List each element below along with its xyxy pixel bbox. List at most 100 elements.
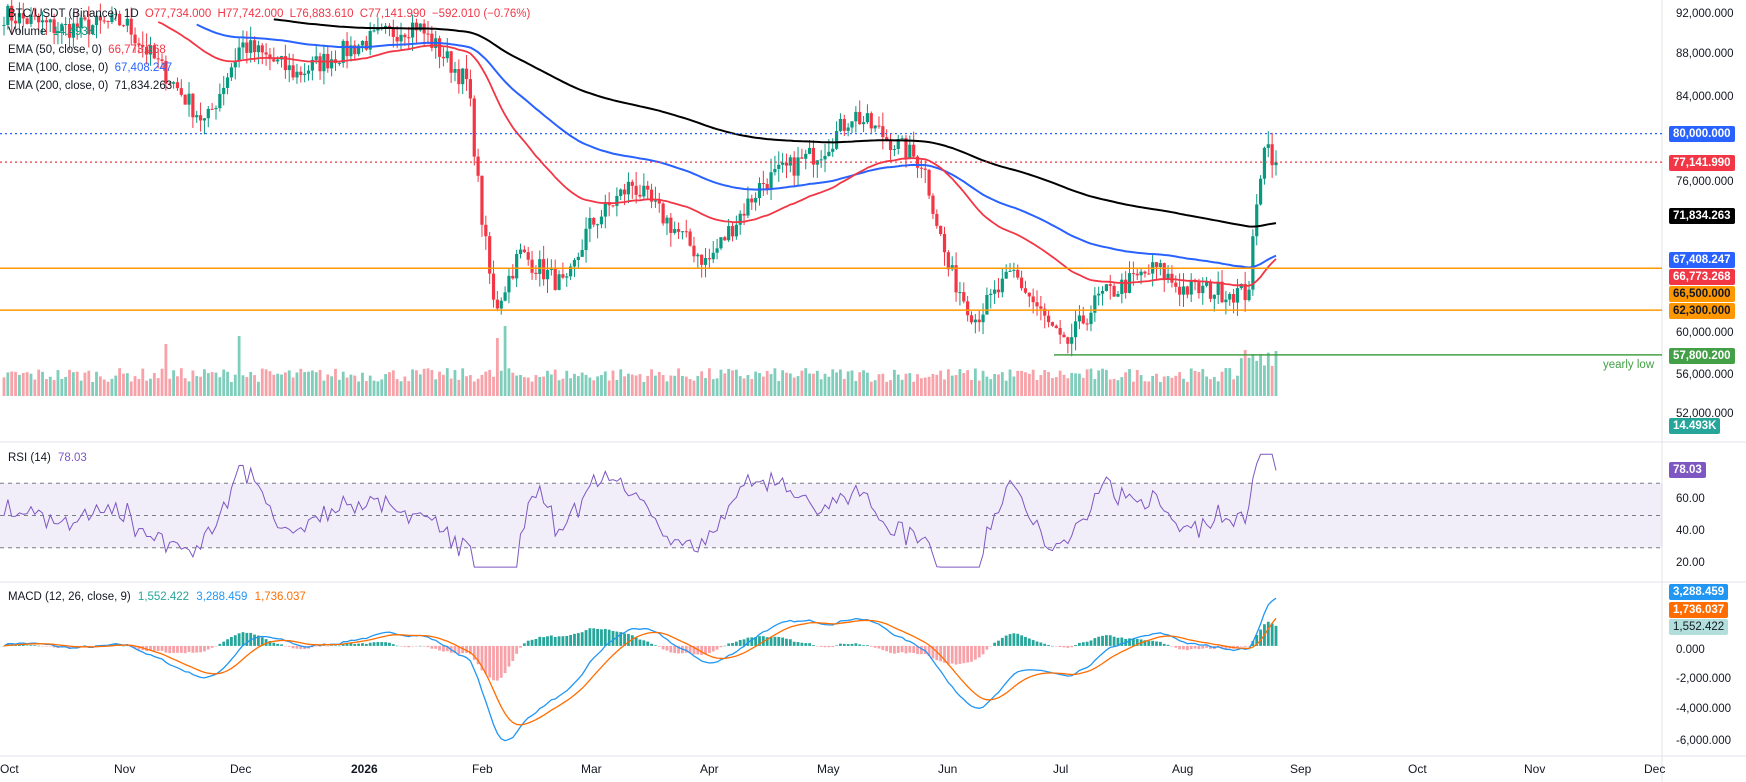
volume-bar [723,373,727,396]
volume-bar [1039,375,1043,396]
symbol-title[interactable]: BTC/USDT (Binance) [8,8,118,20]
volume-bar [677,368,680,396]
candle-body [10,5,14,21]
volume-bar [310,370,314,396]
volume-legend[interactable]: Volume 14.493K [8,24,98,40]
h66500-badge[interactable]: 66,500.000 [1669,286,1735,302]
volume-bar [341,371,345,396]
volume-bar [418,374,422,396]
candle-body [1016,269,1020,278]
last-price-badge[interactable]: 77,141.990 [1669,155,1735,171]
volume-bar [935,374,939,396]
candle-body [1212,294,1216,299]
candle-body [966,301,970,316]
ema200-legend[interactable]: EMA (200, close, 0) 71,834.263 [8,78,175,94]
candle-body [160,59,164,61]
macd-hist-value: 1,552.422 [137,591,190,603]
volume-bar [187,381,191,396]
macd-histogram-bar [430,645,434,649]
candle-body [688,231,692,246]
volume-bar [1024,372,1027,396]
candle-body [1089,312,1093,325]
macd-legend[interactable]: MACD (12, 26, close, 9) 1,552.422 3,288.… [8,591,310,603]
candle-body [954,265,958,293]
macd-histogram-bar [850,643,854,646]
volume-bar [584,374,588,396]
candle-body [669,217,673,233]
candle-body [137,43,141,45]
candle-body [133,34,137,44]
ema100-badge[interactable]: 67,408.247 [1669,252,1735,268]
volume-bar [368,375,372,396]
volume-bar [889,380,892,396]
candle-body [811,147,816,165]
volume-bar [407,381,411,396]
volume-bar [638,374,642,396]
volume-badge[interactable]: 14.493K [1669,418,1721,434]
volume-bar [206,373,210,396]
candle-body [746,198,750,216]
macd-histogram-bar [368,642,372,646]
macd-histogram-bar [588,628,592,646]
candle-body [815,160,819,165]
macd-histogram-bar [815,645,819,647]
volume-bar [827,376,831,396]
volume-bar [549,374,553,396]
candle-body [272,59,276,62]
volume-bar [850,370,854,396]
histogram-badge[interactable]: 1,552.422 [1669,619,1729,635]
candle-body [499,300,503,309]
volume-bar [908,373,912,396]
h62300-badge[interactable]: 62,300.000 [1669,303,1735,319]
macd-histogram-bar [1054,645,1058,647]
candle-body [1043,308,1047,316]
volume-bar [819,379,823,396]
rsi-badge[interactable]: 78.03 [1669,462,1706,478]
volume-bar [307,371,310,396]
volume-bar [777,381,781,396]
interval-label[interactable]: 1D [123,8,139,20]
macd-histogram-bar [557,636,561,646]
volume-bar [700,371,704,396]
macd-histogram-bar [677,645,680,654]
macd-histogram-bar [122,645,125,647]
volume-bar [249,371,253,396]
volume-bar [804,368,808,396]
macd-histogram-bar [434,645,438,649]
volume-bar [1270,365,1274,396]
time-label: Mar [581,762,602,776]
macd-histogram-bar [499,645,503,678]
rsi-legend[interactable]: RSI (14) 78.03 [8,452,91,464]
volume-bar [923,377,927,396]
volume-bar [503,326,507,396]
macd-histogram-bar [1101,635,1104,646]
yearly-low-badge[interactable]: 57,800.200 [1669,348,1735,364]
candle-body [584,228,588,250]
volume-bar [746,375,750,396]
ema50-legend[interactable]: EMA (50, close, 0) 66,773.268 [8,42,169,58]
macd-histogram-bar [723,645,727,647]
volume-bar [172,370,175,396]
candle-body [919,167,923,169]
signal-badge[interactable]: 1,736.037 [1669,602,1729,618]
candle-body [1031,296,1035,303]
macd-histogram-bar [515,645,519,654]
candle-body [1124,279,1128,293]
volume-bar [719,369,723,396]
volume-bar [507,368,511,396]
macd-histogram-bar [808,643,811,646]
candle-body [1228,294,1232,300]
h80000-badge[interactable]: 80,000.000 [1669,126,1735,142]
ema200-badge[interactable]: 71,834.263 [1669,208,1735,224]
macd-histogram-bar [330,645,334,647]
macd-histogram-bar [754,637,758,646]
macd-histogram-bar [684,645,688,653]
yearly-low-annotation[interactable]: yearly low [1603,359,1655,371]
ema100-legend[interactable]: EMA (100, close, 0) 67,408.247 [8,60,175,76]
macd-histogram-bar [1143,640,1147,646]
macd-histogram-bar [923,645,927,655]
macd-badge[interactable]: 3,288.459 [1669,584,1729,600]
macd-histogram-bar [1131,638,1135,646]
ema50-badge[interactable]: 66,773.268 [1669,269,1735,285]
